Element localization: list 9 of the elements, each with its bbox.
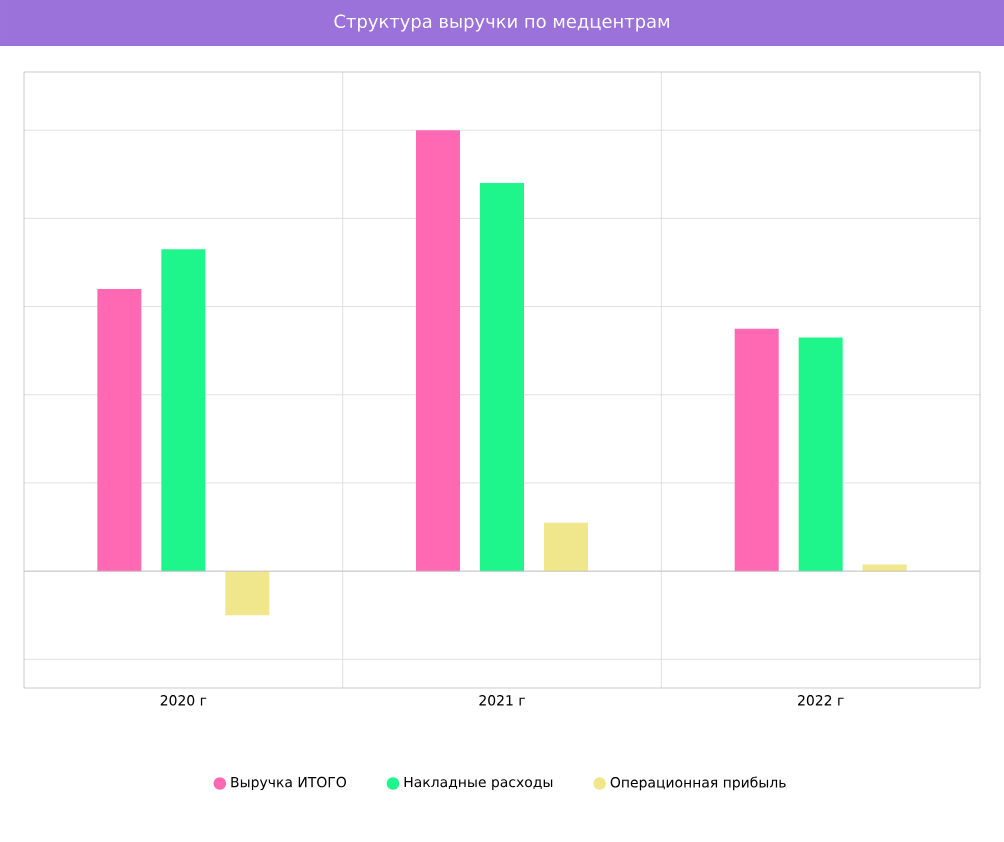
bar: [544, 522, 589, 572]
bar: [480, 183, 525, 572]
chart-title: Структура выручки по медцентрам: [334, 14, 669, 32]
bar: [734, 328, 779, 572]
bar: [798, 337, 843, 572]
bar: [225, 571, 270, 616]
bar: [97, 288, 142, 572]
bar: [416, 130, 461, 572]
bar: [161, 249, 206, 572]
